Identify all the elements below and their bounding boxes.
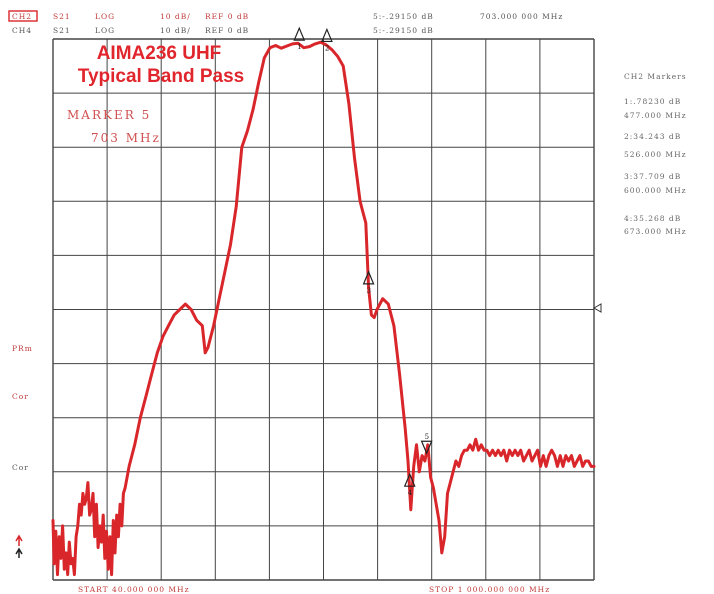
plot-area: 1 2 3 4 5 <box>51 26 596 581</box>
sidebar-marker2-value: 2:34.243 dB <box>624 132 681 141</box>
marker-1-triangle-icon <box>293 26 306 41</box>
ch4-ref-label: REF 0 dB <box>205 26 249 35</box>
ch4-channel-label: CH4 <box>12 26 32 35</box>
ch2-marker-value: 5:-.29150 dB <box>373 12 434 21</box>
marker-4-label: 4 <box>408 489 413 497</box>
sidebar-title: CH2 Markers <box>624 72 687 81</box>
marker-2-triangle-icon <box>320 27 333 43</box>
reference-arrow-icon <box>15 534 23 558</box>
marker-1-label: 1 <box>297 43 301 51</box>
sidebar-marker3-value: 3:37.709 dB <box>624 172 681 181</box>
marker-2-label: 2 <box>325 44 329 52</box>
ch2-ref-label: REF 0 dB <box>205 12 249 21</box>
marker-5-triangle-icon <box>420 440 433 455</box>
ch4-format-label: LOG <box>95 26 115 35</box>
sidebar-marker4-freq: 673.000 MHz <box>624 227 687 236</box>
ch2-channel-label: CH2 <box>12 12 32 21</box>
ch2-param-label: S21 <box>53 12 71 21</box>
start-frequency-label: START 40.000 000 MHz <box>78 585 190 594</box>
reference-pointer-icon <box>592 303 602 313</box>
sidebar-marker3-freq: 600.000 MHz <box>624 186 687 195</box>
stop-frequency-label: STOP 1 000.000 000 MHz <box>429 585 550 594</box>
ch4-marker-value: 5:-.29150 dB <box>373 26 434 35</box>
ch2-scale-label: 10 dB/ <box>160 12 191 21</box>
marker-3-triangle-icon <box>362 270 375 285</box>
ch2-format-label: LOG <box>95 12 115 21</box>
sidebar-marker2-freq: 526.000 MHz <box>624 150 687 159</box>
marker-5-label: 5 <box>425 433 429 441</box>
pwr-label: PRm <box>12 344 33 353</box>
marker-group: 1 2 3 4 5 <box>293 26 433 497</box>
overlay-title-line2: Typical Band Pass <box>78 66 245 87</box>
s21-trace-line <box>51 40 596 577</box>
cor-label-2: Cor <box>12 463 29 472</box>
sidebar-marker4-value: 4:35.268 dB <box>624 214 681 223</box>
cor-label-1: Cor <box>12 392 29 401</box>
overlay-title-line1: AIMA236 UHF <box>97 43 222 64</box>
ch2-marker-freq: 703.000 000 MHz <box>480 12 563 21</box>
active-channel-box <box>8 10 38 22</box>
sidebar-marker1-freq: 477.000 MHz <box>624 111 687 120</box>
marker-3-label: 3 <box>367 287 371 295</box>
marker-label: MARKER 5 <box>67 108 151 122</box>
sidebar-marker1-value: 1:.78230 dB <box>624 97 681 106</box>
marker-4-triangle-icon <box>403 472 416 487</box>
marker-frequency-label: 703 MHz <box>91 131 161 145</box>
ch4-param-label: S21 <box>53 26 71 35</box>
ch4-scale-label: 10 dB/ <box>160 26 191 35</box>
